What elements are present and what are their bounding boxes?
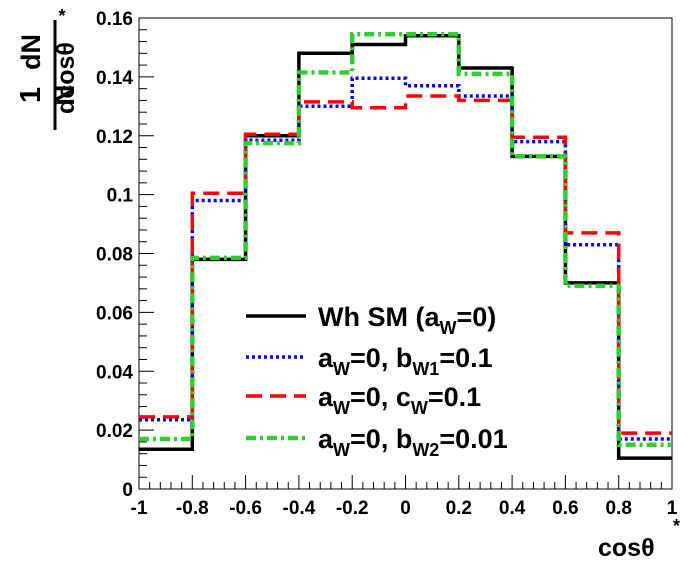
x-tick-label: -1	[131, 498, 148, 519]
y-tick-label: 0.02	[96, 421, 133, 442]
x-title-text: cosθ	[598, 534, 655, 562]
legend: Wh SM (aW=0) aW=0, bW1=0.1aW=0, cW=0.1 aW=…	[246, 302, 508, 460]
x-tick-label: 0.8	[605, 498, 631, 519]
x-tick-label: -0.4	[283, 498, 316, 519]
x-tick-label: 0.4	[499, 498, 526, 519]
y-tick-label: 0.16	[96, 9, 133, 30]
y-tick-label: 0.08	[96, 245, 133, 266]
y-tick-label: 0	[122, 480, 133, 501]
series-layer	[139, 31, 672, 460]
x-tick-label: 0.6	[552, 498, 578, 519]
y-title-dn: dN	[16, 34, 46, 70]
x-tick-label: 1	[667, 498, 678, 519]
x-tick-label: -0.6	[229, 498, 262, 519]
legend-label-4: aW=0, bW2=0.01	[318, 424, 508, 460]
tick-labels: -1 -0.8 -0.6 -0.4 -0.2 0 0.2 0.4 0.6 0.8 1 0 0.02 0.0…	[96, 9, 678, 519]
y-tick-label: 0.12	[96, 127, 133, 148]
axis-ticks	[138, 17, 673, 490]
y-tick-label: 0.04	[96, 362, 133, 383]
x-axis-title: cosθ *	[598, 516, 680, 562]
y-title-one: 1	[15, 87, 47, 103]
x-tick-label: -0.8	[176, 498, 209, 519]
plot-frame	[138, 17, 673, 490]
x-tick-label: -0.2	[336, 498, 369, 519]
legend-label-2: aW=0, bW1=0.1	[318, 343, 493, 379]
x-title-star: *	[673, 516, 680, 536]
y-tick-label: 0.14	[96, 68, 133, 89]
y-title-dcos: dcosθ	[52, 42, 80, 114]
legend-label-1: Wh SM (aW=0)	[318, 302, 496, 338]
y-axis-title: 1 N dN dcosθ *	[15, 6, 81, 130]
y-tick-label: 0.06	[96, 303, 133, 324]
y-title-star: *	[58, 6, 65, 26]
x-tick-label: 0.2	[446, 498, 472, 519]
y-title-n: N	[49, 85, 81, 106]
y-tick-label: 0.1	[107, 186, 134, 207]
series-line-4	[139, 31, 672, 448]
legend-label-3: aW=0, cW=0.1	[318, 382, 481, 418]
x-tick-label: 0	[400, 498, 411, 519]
